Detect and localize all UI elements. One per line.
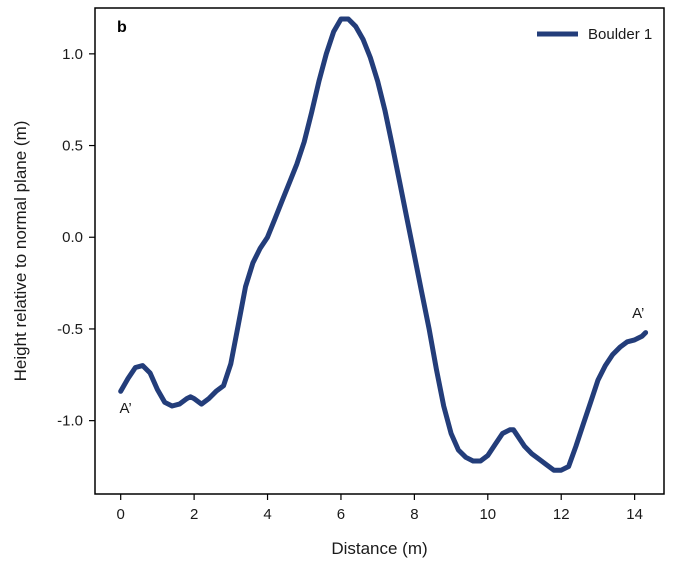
- axis-ticks: 0 2 4 6 8 10 12 14 -1.0 -0.5 0.0 0.5 1.0: [57, 46, 643, 523]
- y-tick-label: 0.5: [62, 138, 83, 155]
- panel-label: b: [117, 19, 127, 36]
- series-line-boulder-1: [118, 16, 649, 473]
- x-tick-label: 6: [337, 506, 345, 523]
- x-tick-label: 4: [263, 506, 271, 523]
- x-tick-label: 2: [190, 506, 198, 523]
- annotation-start: A’: [120, 400, 132, 417]
- y-tick-label: 1.0: [62, 46, 83, 63]
- x-tick-label: 14: [626, 506, 643, 523]
- plot-frame: [94, 7, 665, 495]
- y-tick-label: 0.0: [62, 229, 83, 246]
- x-tick-label: 10: [479, 506, 496, 523]
- y-tick-label: -1.0: [57, 413, 83, 430]
- y-axis-label: Height relative to normal plane (m): [11, 121, 30, 382]
- x-tick-label: 12: [553, 506, 570, 523]
- annotation-end: A’: [632, 305, 644, 322]
- legend-label-boulder-1: Boulder 1: [588, 26, 652, 43]
- x-axis-label: Distance (m): [331, 539, 427, 558]
- x-tick-label: 8: [410, 506, 418, 523]
- y-tick-label: -0.5: [57, 321, 83, 338]
- x-tick-label: 0: [117, 506, 125, 523]
